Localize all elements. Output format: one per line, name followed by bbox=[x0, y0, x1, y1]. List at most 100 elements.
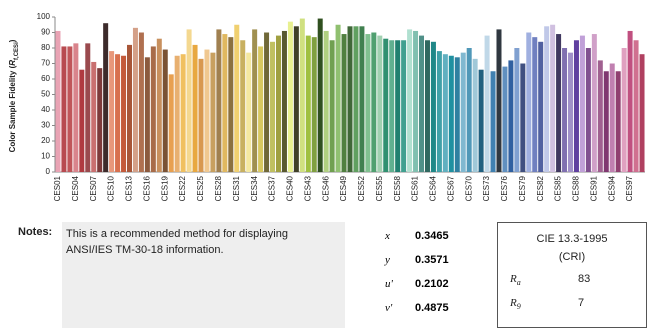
cri-rows: Ra 83 R9 7 bbox=[498, 273, 646, 319]
y-tick-label: 70 bbox=[41, 59, 50, 68]
x-tick-label: CES37 bbox=[268, 175, 277, 201]
x-tick-label: CES31 bbox=[232, 175, 241, 201]
bar bbox=[275, 35, 281, 172]
bar bbox=[526, 32, 532, 172]
bar bbox=[639, 54, 645, 173]
bar bbox=[472, 58, 478, 172]
bar bbox=[180, 54, 186, 173]
bar bbox=[460, 52, 466, 172]
bar bbox=[293, 26, 299, 172]
y-tick-label: 60 bbox=[41, 74, 50, 83]
bar bbox=[573, 40, 579, 172]
chroma-value: 0.3571 bbox=[415, 254, 449, 266]
cri-subscript: a bbox=[516, 278, 521, 288]
y-axis-label: Color Sample Fidelity (Rf,CESi) bbox=[8, 39, 19, 152]
bar bbox=[252, 29, 258, 173]
bar bbox=[55, 30, 61, 173]
bar bbox=[264, 32, 270, 172]
y-tick-label: 40 bbox=[41, 105, 50, 114]
chroma-value: 0.4875 bbox=[415, 302, 449, 314]
x-tick-label: CES76 bbox=[500, 175, 509, 201]
bar bbox=[91, 61, 97, 173]
x-tick-label: CES25 bbox=[196, 175, 205, 201]
cri-title: CIE 13.3-1995 bbox=[536, 233, 608, 245]
bar bbox=[156, 38, 162, 173]
x-tick-label: CES73 bbox=[482, 175, 491, 201]
x-tick-label: CES55 bbox=[375, 175, 384, 201]
x-tick-label: CES67 bbox=[446, 175, 455, 201]
bar bbox=[299, 18, 305, 172]
cri-symbol: R9 bbox=[510, 297, 521, 312]
bar bbox=[478, 69, 484, 172]
bar bbox=[508, 60, 514, 172]
bar bbox=[287, 21, 293, 173]
bar bbox=[323, 30, 329, 173]
bar bbox=[502, 66, 508, 172]
x-tick-label: CES94 bbox=[607, 175, 616, 201]
bar bbox=[448, 55, 454, 172]
x-tick-label: CES82 bbox=[536, 175, 545, 201]
x-tick-label: CES22 bbox=[178, 175, 187, 201]
bar bbox=[401, 40, 407, 172]
bar bbox=[109, 51, 115, 172]
bar bbox=[413, 30, 419, 173]
x-tick-label: CES01 bbox=[53, 175, 62, 201]
bar bbox=[568, 52, 574, 172]
bar bbox=[186, 29, 192, 173]
x-tick-label: CES91 bbox=[589, 175, 598, 201]
bar bbox=[240, 40, 246, 172]
y-tick-label: 90 bbox=[41, 28, 50, 37]
notes-label: Notes: bbox=[18, 226, 53, 238]
x-tick-label: CES58 bbox=[393, 175, 402, 201]
bar bbox=[329, 40, 335, 172]
x-tick-label: CES28 bbox=[214, 175, 223, 201]
x-tick-label: CES88 bbox=[572, 175, 581, 201]
bar bbox=[484, 35, 490, 172]
x-tick-label: CES52 bbox=[357, 175, 366, 201]
bar bbox=[61, 46, 67, 173]
bar bbox=[562, 48, 568, 172]
bar bbox=[305, 35, 311, 172]
bar bbox=[126, 44, 132, 172]
bar bbox=[103, 23, 109, 173]
bar bbox=[210, 52, 216, 172]
bar bbox=[341, 34, 347, 172]
bar bbox=[389, 40, 395, 172]
cri-value: 7 bbox=[578, 297, 585, 309]
bar bbox=[144, 57, 150, 172]
y-label-text: Color Sample Fidelity ( bbox=[8, 65, 17, 152]
bar bbox=[204, 49, 210, 172]
bar bbox=[556, 34, 562, 172]
y-tick-label: 30 bbox=[41, 121, 50, 130]
bar bbox=[454, 57, 460, 172]
bar bbox=[138, 32, 144, 172]
chroma-symbol: x bbox=[385, 230, 390, 242]
bar bbox=[192, 44, 198, 172]
bar bbox=[585, 48, 591, 172]
x-tick-label: CES13 bbox=[125, 175, 134, 201]
bar bbox=[216, 29, 222, 173]
chroma-symbol: u' bbox=[385, 278, 393, 290]
x-tick-label: CES46 bbox=[321, 175, 330, 201]
bar bbox=[550, 24, 556, 172]
y-tick-label: 50 bbox=[41, 90, 50, 99]
y-label-subscript: f,CESi bbox=[14, 42, 20, 60]
x-tick-label: CES16 bbox=[142, 175, 151, 201]
x-tick-label: CES34 bbox=[250, 175, 259, 201]
bar bbox=[538, 41, 544, 172]
bar bbox=[442, 54, 448, 173]
bar bbox=[222, 34, 228, 172]
x-tick-label: CES49 bbox=[339, 175, 348, 201]
bar bbox=[168, 74, 174, 172]
bar bbox=[532, 37, 538, 173]
bar bbox=[597, 60, 603, 172]
x-tick-label: CES85 bbox=[554, 175, 563, 201]
bar bbox=[359, 26, 365, 172]
y-tick-label: 100 bbox=[37, 12, 51, 21]
bar bbox=[514, 48, 520, 172]
y-label-symbol: R bbox=[8, 60, 17, 66]
bar bbox=[270, 41, 276, 172]
bar bbox=[591, 34, 597, 172]
x-tick-label: CES64 bbox=[429, 175, 438, 201]
bar bbox=[162, 49, 168, 172]
